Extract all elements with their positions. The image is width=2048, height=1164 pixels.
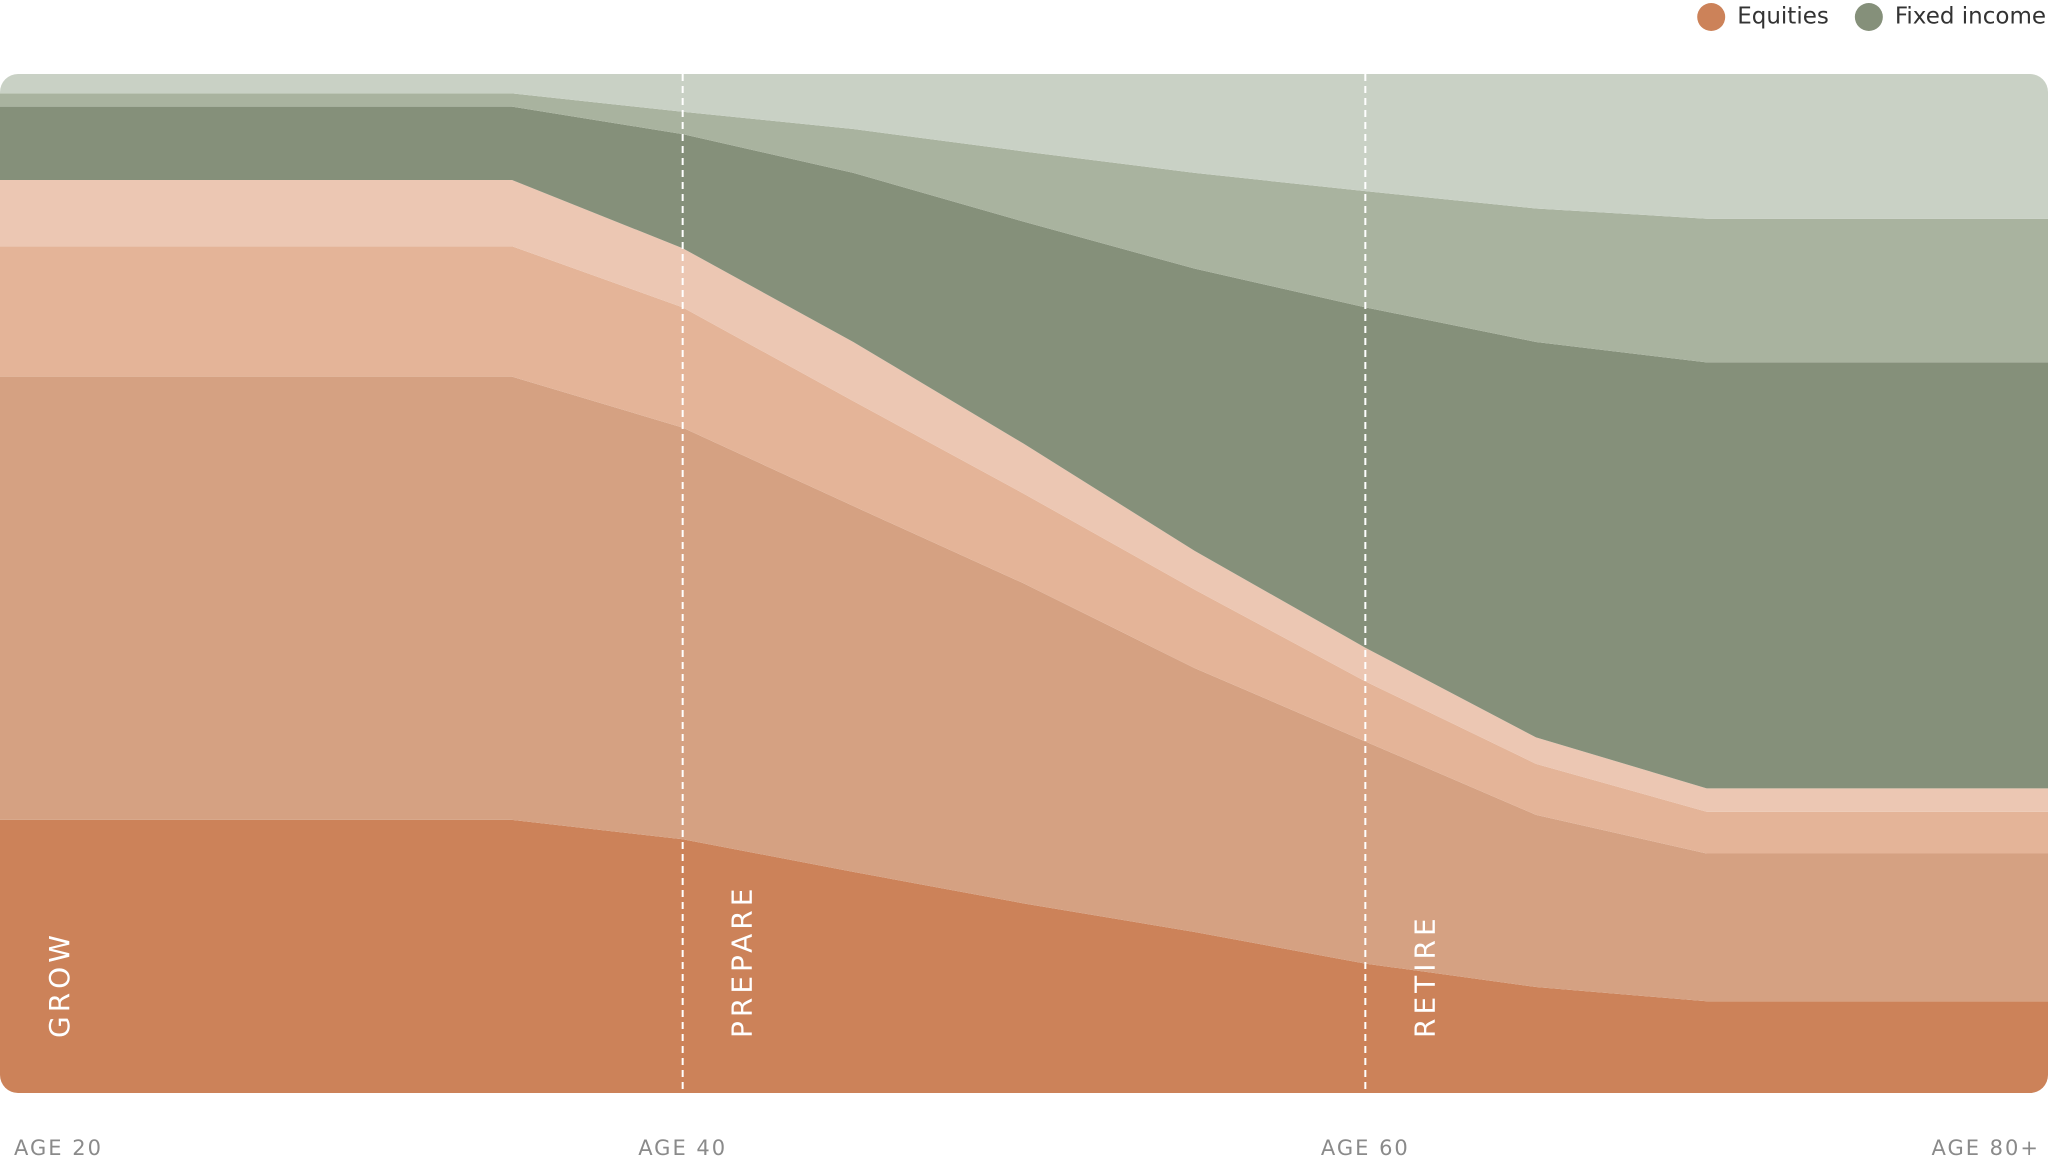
overlay: GROW PREPARE RETIRE <box>43 74 1441 1093</box>
legend: Fixed income Equities <box>1697 3 2046 31</box>
area-layer <box>0 179 2048 812</box>
area-layer <box>0 106 2048 789</box>
area-layer <box>0 74 2048 219</box>
x-tick-label: AGE 80+ <box>1931 1136 2040 1160</box>
phase-label: RETIRE <box>1408 914 1441 1038</box>
phase-label: PREPARE <box>726 885 759 1038</box>
area-layer <box>0 376 2048 1002</box>
x-tick-label: AGE 60 <box>1321 1136 1410 1160</box>
area-layer <box>0 819 2048 1093</box>
area-layer <box>0 246 2048 854</box>
x-axis: AGE 20 AGE 40 AGE 60 AGE 80+ <box>14 1136 2040 1160</box>
legend-swatch <box>1854 3 1883 31</box>
legend-swatch <box>1697 3 1726 31</box>
legend-label: Equities <box>1737 4 1829 30</box>
phase-label: GROW <box>43 931 76 1038</box>
plot-area <box>0 74 2048 1093</box>
area-layer <box>0 93 2048 363</box>
x-tick-label: AGE 20 <box>14 1136 103 1160</box>
x-tick-label: AGE 40 <box>638 1136 727 1160</box>
legend-label: Fixed income <box>1895 4 2046 30</box>
